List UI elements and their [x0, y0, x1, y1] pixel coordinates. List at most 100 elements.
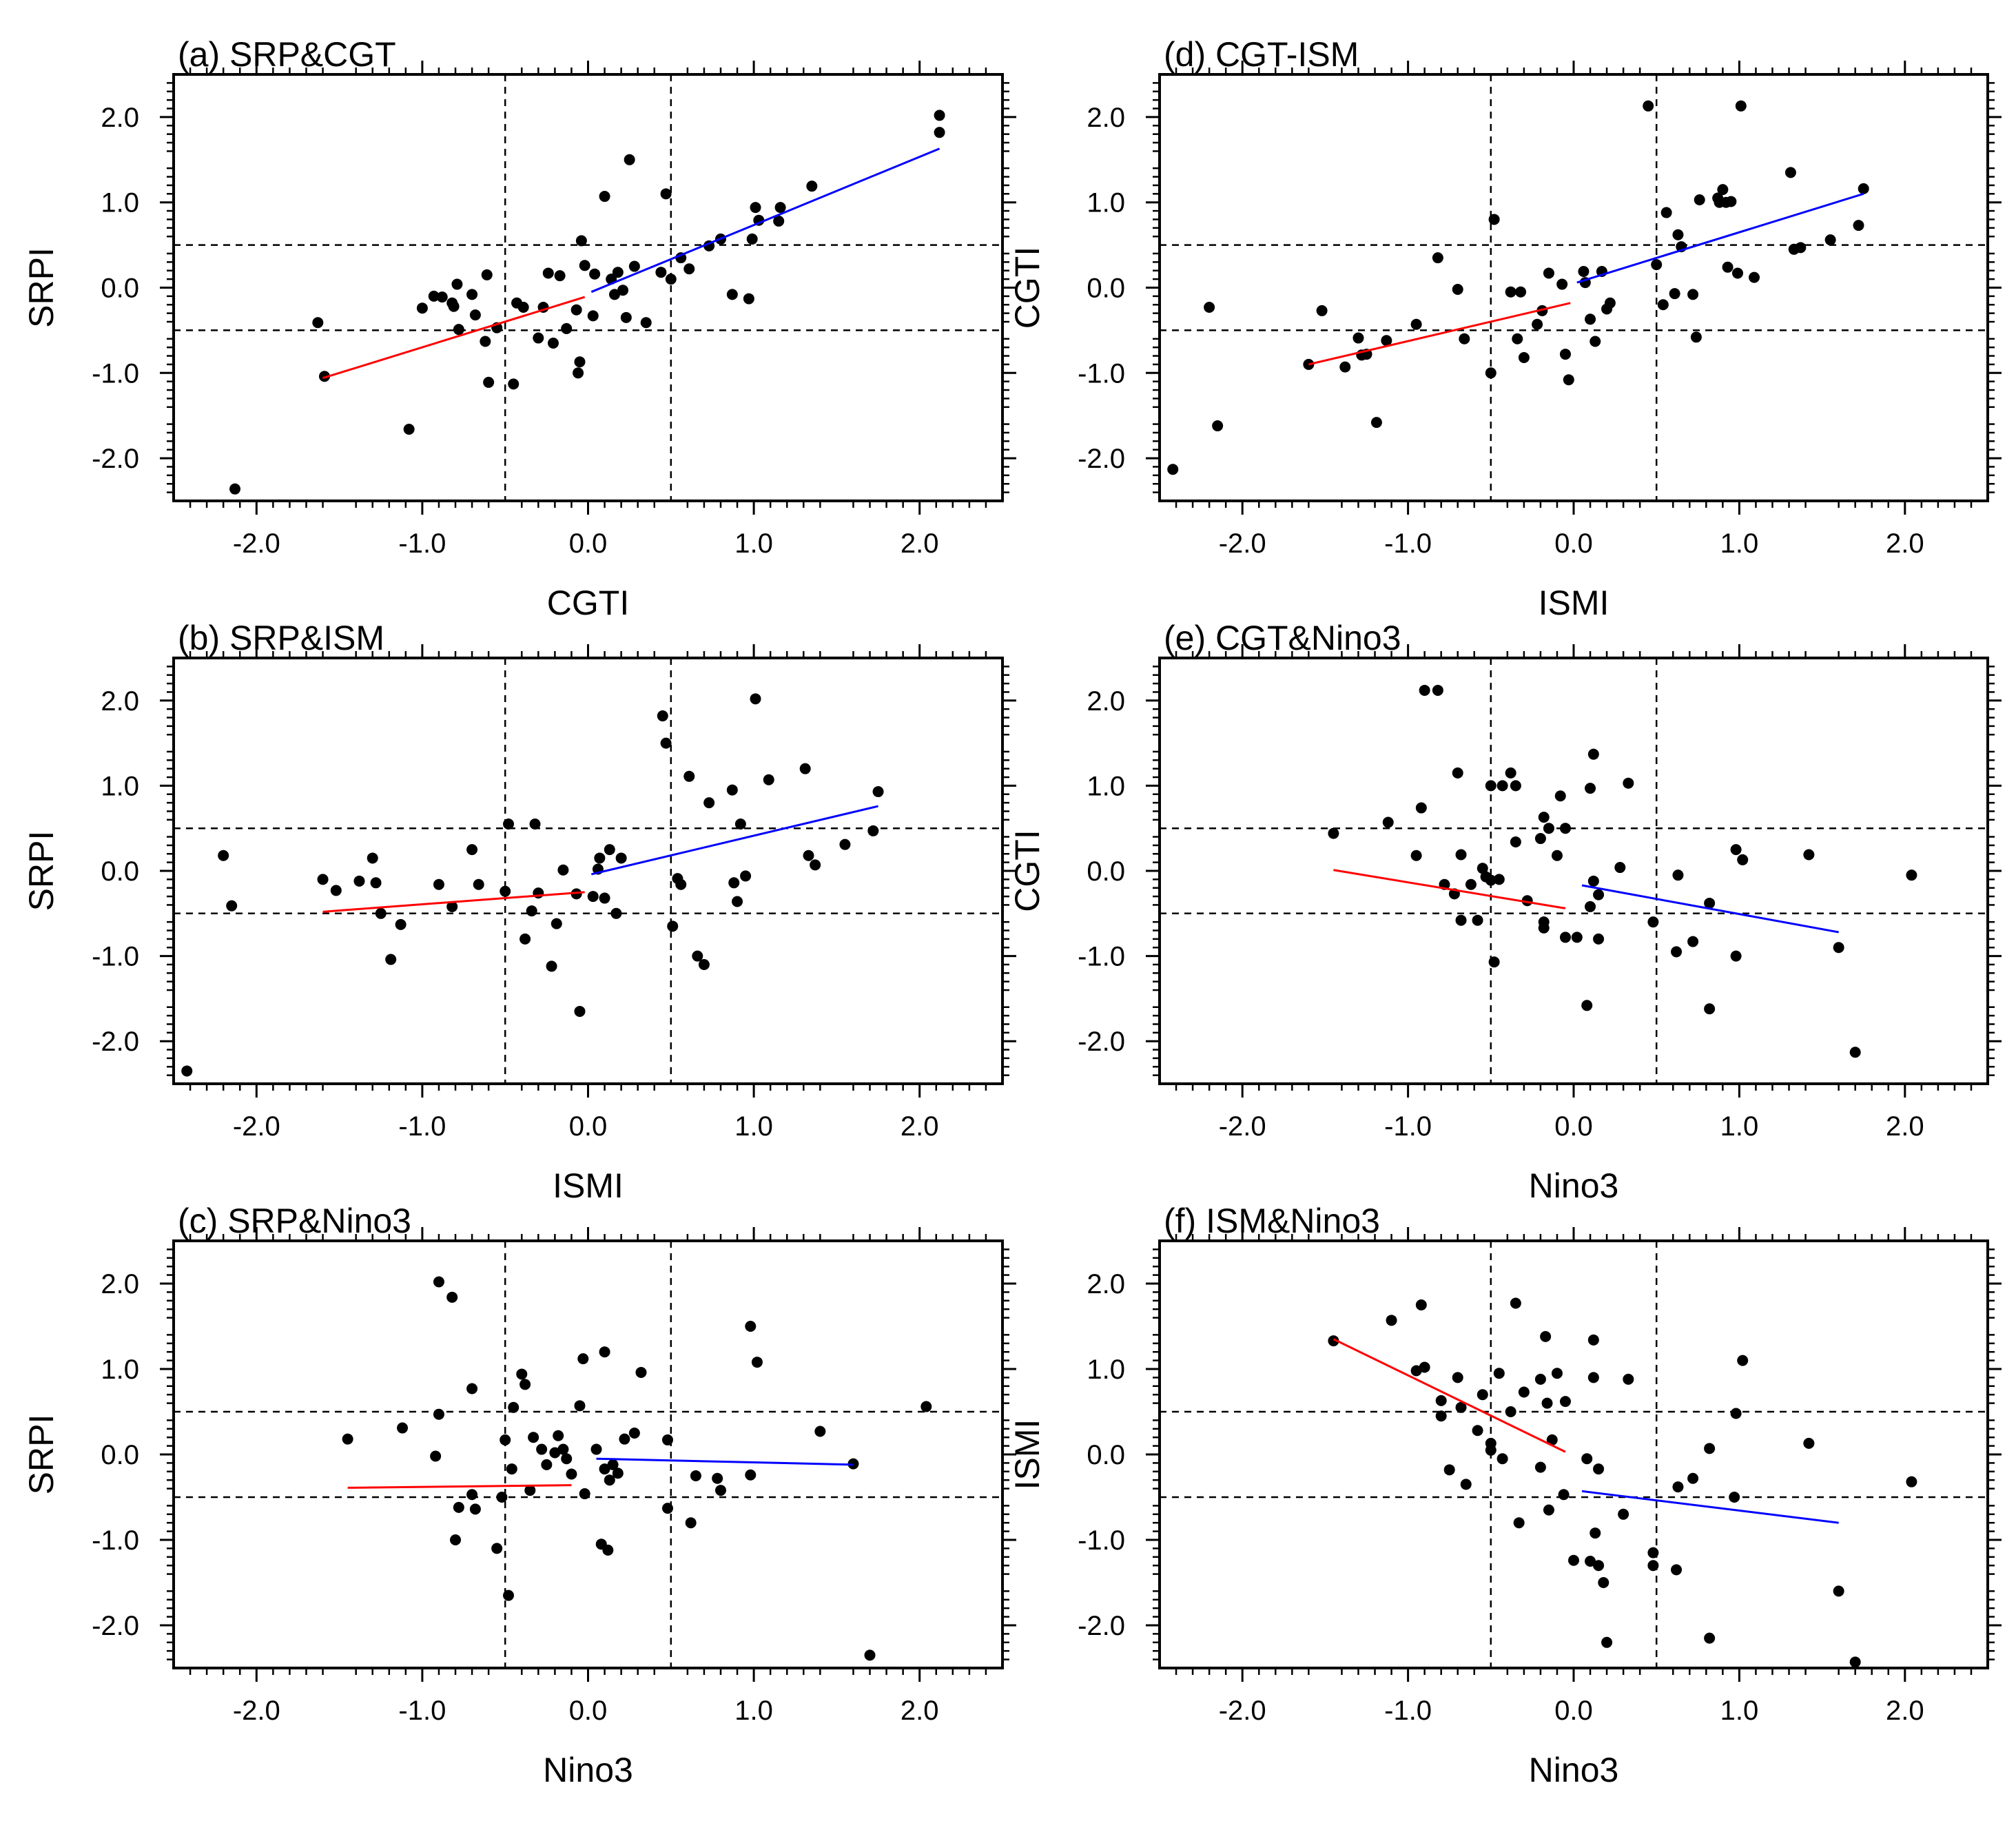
regression-line — [347, 1484, 572, 1489]
x-tick-label: -1.0 — [1384, 1111, 1432, 1142]
x-axis-label: Nino3 — [1529, 1166, 1619, 1205]
scatter-point — [734, 819, 746, 830]
scatter-point — [1538, 812, 1550, 823]
scatter-point — [920, 1401, 932, 1412]
scatter-point — [660, 188, 672, 200]
scatter-point — [1849, 1047, 1861, 1058]
scatter-point — [469, 1503, 481, 1515]
scatter-point — [1554, 790, 1566, 802]
scatter-point — [934, 127, 945, 138]
scatter-point — [524, 1485, 536, 1496]
scatter-point — [745, 1469, 757, 1481]
scatter-point — [342, 1433, 353, 1445]
scatter-point — [599, 191, 610, 203]
scatter-point — [433, 1276, 444, 1288]
y-tick-label: -2.0 — [1078, 1027, 1125, 1057]
scatter-point — [1415, 1299, 1427, 1310]
scatter-point — [1824, 234, 1836, 246]
x-axis-label: ISMI — [553, 1166, 624, 1205]
scatter-point — [1386, 1315, 1397, 1326]
scatter-point — [397, 1422, 409, 1434]
scatter-point — [599, 1463, 610, 1475]
scatter-point — [466, 289, 478, 300]
scatter-point — [667, 920, 679, 932]
scatter-point — [1543, 267, 1554, 279]
y-tick-label: 2.0 — [1087, 1269, 1125, 1299]
scatter-point — [587, 310, 599, 322]
scatter-point — [1510, 836, 1521, 847]
scatter-point — [466, 1489, 478, 1501]
scatter-point — [1593, 889, 1605, 900]
scatter-point — [665, 274, 677, 285]
regression-line — [1333, 869, 1566, 909]
x-tick-label: 0.0 — [1554, 528, 1593, 559]
scatter-point — [655, 267, 667, 278]
scatter-point — [640, 317, 652, 329]
scatter-point — [1410, 318, 1422, 330]
scatter-point — [557, 1443, 569, 1455]
scatter-point — [430, 1450, 442, 1462]
scatter-point — [1587, 875, 1599, 887]
scatter-point — [610, 907, 622, 919]
scatter-point — [500, 1434, 511, 1445]
scatter-point — [803, 850, 814, 861]
x-axis-label: ISMI — [1539, 584, 1609, 622]
scatter-point — [1803, 1437, 1815, 1449]
scatter-point — [1493, 874, 1505, 885]
scatter-point — [587, 891, 599, 903]
scatter-point — [436, 291, 448, 303]
regression-line — [322, 296, 586, 380]
scatter-point — [1472, 914, 1483, 926]
scatter-point — [573, 367, 584, 379]
y-tick-label: 0.0 — [101, 856, 139, 887]
y-tick-label: -2.0 — [1078, 1611, 1125, 1641]
scatter-point — [1590, 336, 1601, 347]
scatter-point — [1784, 167, 1796, 178]
scatter-point — [683, 770, 695, 782]
regression-line — [596, 1457, 854, 1466]
scatter-point — [1496, 780, 1508, 792]
scatter-point — [594, 852, 606, 864]
scatter-point — [1563, 374, 1574, 386]
scatter-point — [536, 1443, 548, 1455]
scatter-point — [1587, 1334, 1599, 1346]
scatter-point — [480, 336, 491, 347]
scatter-point — [1432, 684, 1443, 696]
x-tick-label: -2.0 — [1219, 1696, 1266, 1726]
y-tick-label: 2.0 — [1087, 103, 1125, 133]
scatter-point — [1601, 1636, 1613, 1648]
scatter-point — [728, 877, 740, 889]
scatter-point — [1472, 1425, 1483, 1437]
scatter-point — [604, 844, 615, 856]
scatter-point — [1510, 1297, 1521, 1309]
x-tick-label: 1.0 — [734, 528, 773, 559]
scatter-point — [566, 1468, 577, 1480]
x-tick-label: 2.0 — [901, 1111, 939, 1142]
scatter-point — [751, 1357, 763, 1368]
y-tick-label: 1.0 — [1087, 188, 1125, 218]
scatter-point — [1339, 361, 1351, 373]
y-tick-label: 2.0 — [101, 103, 139, 133]
scatter-point — [1493, 1368, 1505, 1379]
scatter-point — [661, 1434, 673, 1445]
scatter-point — [506, 1463, 517, 1475]
x-tick-label: 0.0 — [1554, 1696, 1593, 1726]
y-tick-label: 1.0 — [101, 188, 139, 218]
scatter-point — [528, 1432, 539, 1443]
scatter-point — [1657, 299, 1669, 311]
regression-line — [1581, 1490, 1839, 1524]
x-tick-label: -1.0 — [398, 1696, 446, 1726]
scatter-point — [453, 1501, 464, 1513]
scatter-point — [557, 864, 569, 876]
scatter-point — [1623, 777, 1634, 789]
scatter-point — [533, 332, 544, 344]
scatter-point — [1672, 869, 1684, 881]
scatter-point — [619, 1433, 630, 1445]
scatter-point — [1795, 242, 1807, 254]
scatter-point — [1534, 833, 1546, 845]
scatter-point — [181, 1065, 193, 1077]
scatter-point — [428, 290, 440, 302]
y-tick-label: 2.0 — [101, 686, 139, 717]
x-tick-label: 0.0 — [1554, 1111, 1593, 1142]
scatter-point — [546, 960, 557, 972]
